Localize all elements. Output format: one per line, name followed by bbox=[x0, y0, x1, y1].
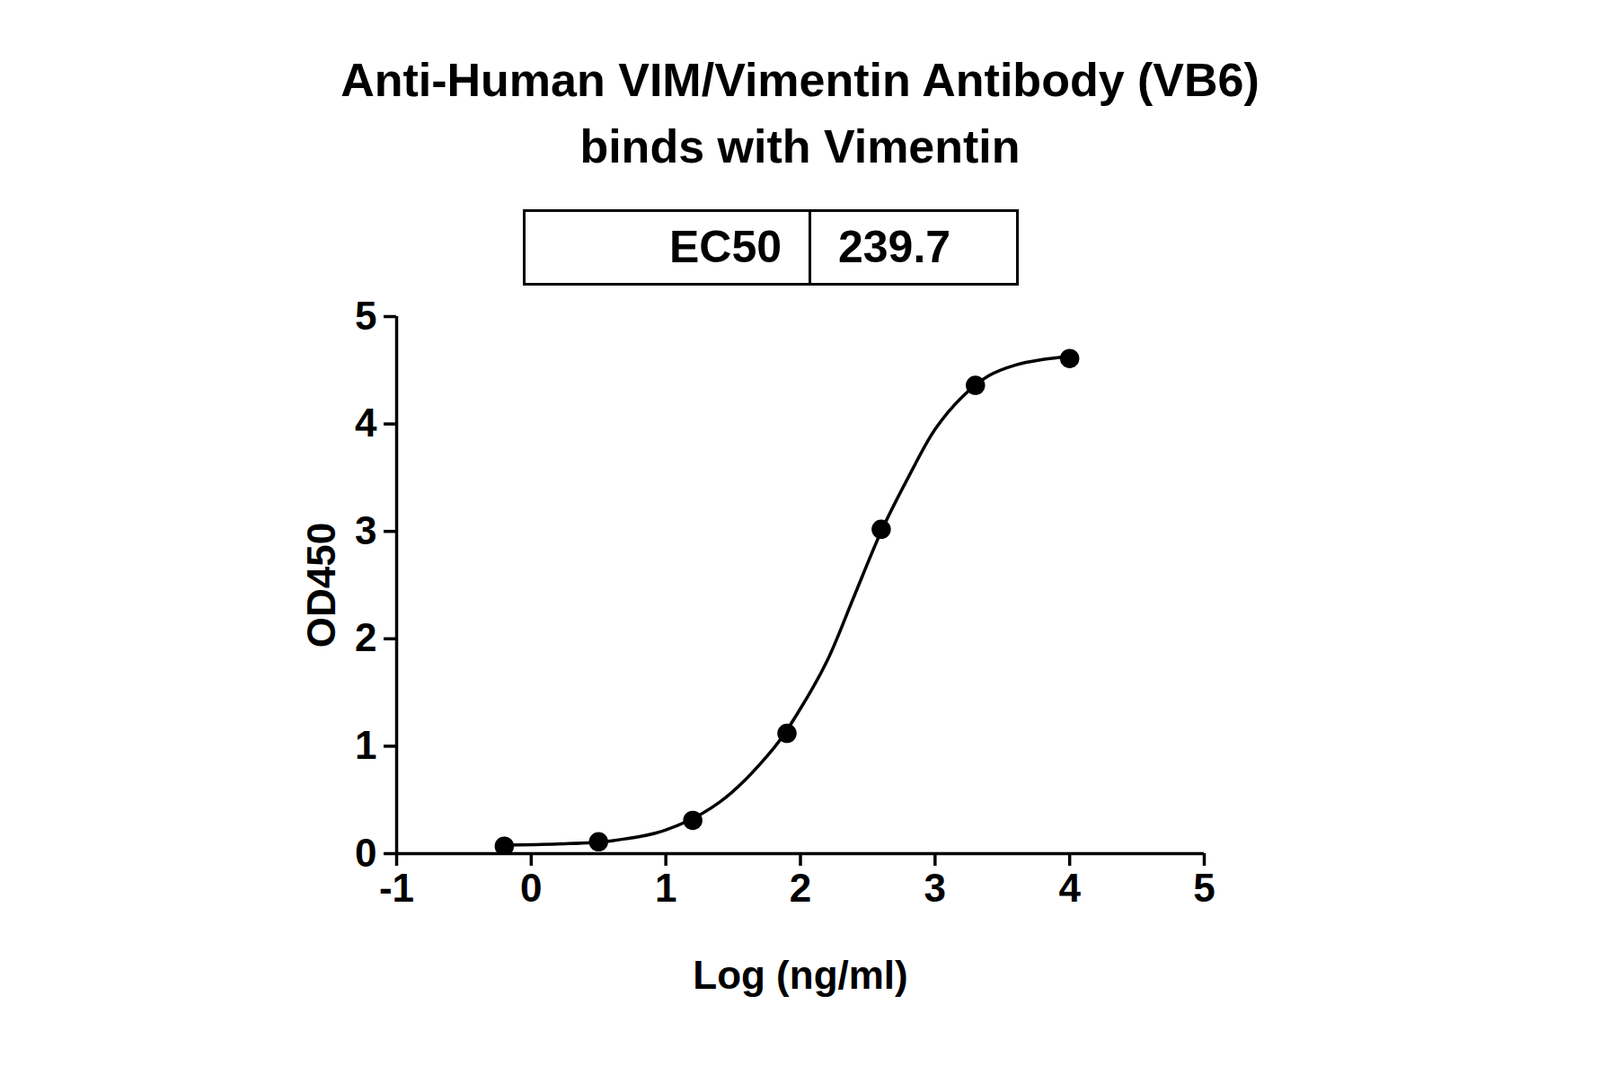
svg-text:5: 5 bbox=[1193, 866, 1215, 911]
svg-text:3: 3 bbox=[924, 866, 946, 911]
html-text:EC50: EC50 bbox=[669, 221, 782, 273]
svg-text:OD450: OD450 bbox=[299, 522, 344, 648]
svg-text:2: 2 bbox=[789, 866, 812, 911]
html-text:binds with Vimentin: binds with Vimentin bbox=[579, 120, 1021, 173]
svg-text:2: 2 bbox=[354, 615, 377, 660]
svg-text:5: 5 bbox=[354, 296, 377, 338]
html-text:239.7: 239.7 bbox=[838, 221, 951, 273]
svg-text:-1: -1 bbox=[379, 866, 415, 911]
html-text:Anti-Human VIM/Vimentin Antibo: Anti-Human VIM/Vimentin Antibody (VB6) bbox=[340, 53, 1260, 107]
svg-text:0: 0 bbox=[354, 830, 377, 876]
svg-text:1: 1 bbox=[354, 723, 377, 768]
svg-text:1: 1 bbox=[654, 866, 677, 911]
svg-text:Log (ng/ml): Log (ng/ml) bbox=[692, 953, 909, 998]
svg-text:3: 3 bbox=[354, 508, 377, 553]
svg-text:4: 4 bbox=[1058, 866, 1081, 911]
svg-text:4: 4 bbox=[354, 400, 378, 445]
svg-text:0: 0 bbox=[520, 866, 542, 911]
